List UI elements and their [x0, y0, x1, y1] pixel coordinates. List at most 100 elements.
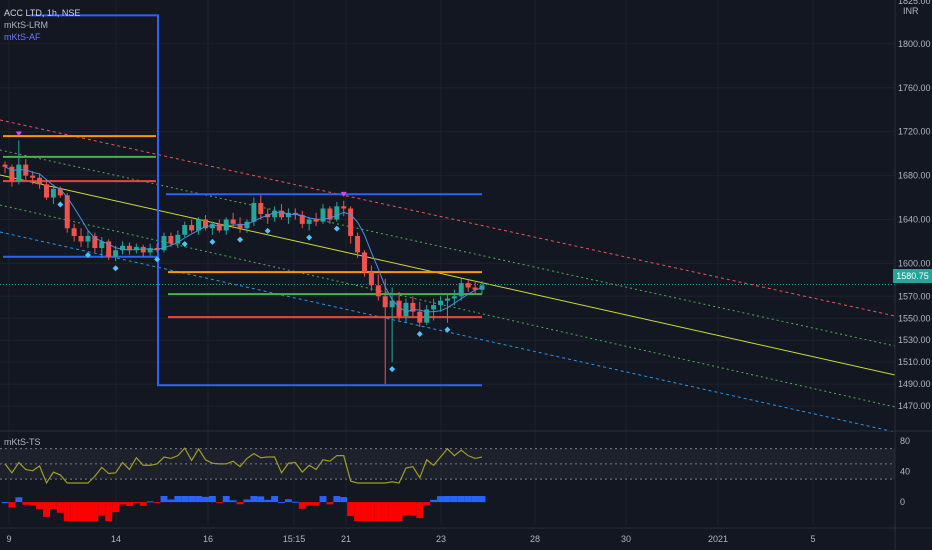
candle-body [126, 245, 132, 251]
histogram-bar [139, 502, 147, 506]
signal-diamond [181, 241, 188, 248]
histogram-bar [388, 502, 396, 522]
histogram-bar [354, 502, 362, 522]
histogram-bar [222, 495, 230, 503]
price-tick-label: 1600.00 [898, 258, 931, 268]
histogram-bar [63, 502, 71, 522]
indicator-lrm-label[interactable]: mKtS-LRM [4, 20, 49, 30]
histogram-bar [167, 499, 175, 503]
histogram-bar [208, 495, 216, 503]
candle-body [458, 283, 464, 297]
range-box-connector [157, 15, 166, 387]
candle-body [140, 246, 146, 253]
grid [0, 0, 895, 525]
candle-body [161, 235, 167, 251]
signal-diamond [84, 252, 91, 259]
signal-diamond [389, 366, 396, 373]
price-tick-label: 1720.00 [898, 127, 931, 137]
histogram-bar [326, 502, 334, 505]
signal-diamond [333, 225, 340, 232]
candle-body [410, 302, 416, 312]
candle-body [237, 223, 243, 229]
signal-diamond [237, 236, 244, 243]
price-tick-label: 1550.00 [898, 313, 931, 323]
symbol-title[interactable]: ACC LTD, 1h, NSE [4, 8, 81, 18]
histogram-bar [471, 495, 479, 503]
indicator-af-label[interactable]: mKtS-AF [4, 32, 41, 42]
candle-body [37, 177, 43, 185]
candle-body [396, 300, 402, 317]
signal-diamond [57, 201, 64, 208]
candle-body [202, 219, 208, 229]
histogram-bar [181, 495, 189, 503]
histogram-bar [478, 495, 486, 503]
histogram-bar [160, 495, 168, 503]
signal-diamond [444, 326, 451, 333]
time-tick-label: 16 [203, 534, 213, 544]
histogram-bar [84, 502, 92, 522]
indicator-ts-label[interactable]: mKtS-TS [4, 437, 41, 447]
candle-body [57, 188, 63, 196]
regression-upper-line [0, 119, 896, 317]
oscillator-tick-label: 40 [900, 467, 910, 477]
candle-body [465, 283, 471, 288]
price-tick-label: 1490.00 [898, 379, 931, 389]
candle-body [313, 219, 319, 222]
candle-body [9, 166, 15, 182]
candle-body [2, 164, 8, 167]
indicator-overlays [0, 14, 896, 433]
price-tick-label: 1570.00 [898, 291, 931, 301]
price-tick-label: 1640.00 [898, 214, 931, 224]
histogram-bar [188, 495, 196, 503]
candle-body [182, 224, 188, 235]
histogram-bar [312, 502, 320, 506]
histogram-bar [49, 502, 57, 510]
price-tick-label: 1510.00 [898, 357, 931, 367]
candle-body [417, 311, 423, 323]
histogram-bar [236, 502, 244, 505]
histogram-bar [298, 502, 306, 509]
candle-body [106, 241, 112, 257]
candle-body [230, 219, 236, 224]
candle-body [479, 285, 485, 290]
histogram-bar [402, 502, 410, 516]
candle-body [223, 219, 229, 231]
signal-triangle [340, 191, 347, 197]
histogram-bar [243, 499, 251, 503]
price-tick-label: 1800.00 [898, 39, 931, 49]
histogram-bar [146, 501, 154, 503]
histogram-bar [416, 502, 424, 519]
candle-body [251, 203, 257, 222]
histogram-bar [56, 502, 64, 513]
candle-body [382, 296, 388, 308]
candle-body [30, 175, 36, 178]
time-tick-label: 23 [436, 534, 446, 544]
histogram-bar [70, 502, 78, 522]
histogram-bar [430, 499, 438, 503]
histogram-bar [278, 502, 285, 504]
histogram-bar [271, 495, 279, 503]
histogram-bar [443, 495, 451, 503]
time-tick-label: 30 [621, 534, 631, 544]
signal-diamond [416, 331, 423, 338]
candle-body [424, 309, 430, 323]
regression-center-line [0, 174, 896, 376]
histogram-bar [1, 502, 9, 504]
histogram-bar [215, 502, 223, 504]
signal-diamond [209, 238, 216, 245]
candle-body [389, 300, 395, 308]
histogram-bar [125, 502, 133, 507]
histogram-bar [77, 502, 85, 522]
histogram-bar [284, 499, 292, 503]
candle-body [71, 228, 77, 236]
chart-legend: ACC LTD, 1h, NSE mKtS-LRM mKtS-AF [4, 7, 80, 43]
candle-body [320, 208, 326, 222]
candle-body [327, 208, 333, 220]
time-tick-label: 9 [6, 534, 11, 544]
histogram-bar [132, 502, 140, 504]
oscillator-tick-label: 80 [900, 436, 910, 446]
candle-body [451, 296, 457, 299]
histogram-bar [367, 502, 375, 522]
time-tick-label: 2021 [708, 534, 728, 544]
